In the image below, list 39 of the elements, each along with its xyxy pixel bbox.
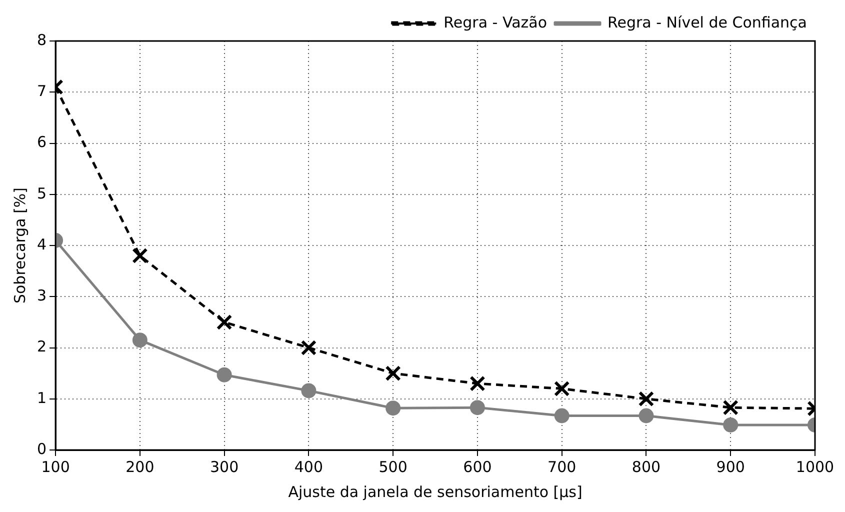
y-tick-label: 4 xyxy=(36,235,47,254)
legend-label: Regra - Vazão xyxy=(444,13,548,32)
point xyxy=(300,340,317,356)
point xyxy=(723,417,738,432)
x-tick-label: 700 xyxy=(548,458,576,476)
y-tick-label: 6 xyxy=(36,133,47,152)
x-tick-label: 100 xyxy=(41,458,70,476)
point xyxy=(470,400,485,416)
x-tick-label: 900 xyxy=(716,458,745,476)
point xyxy=(301,383,316,398)
y-tick-label: 8 xyxy=(36,30,47,49)
x-axis-title: Ajuste da janela de sensoriamento [µs] xyxy=(288,482,582,501)
x-tick-label: 300 xyxy=(210,458,239,476)
y-tick-label: 0 xyxy=(36,440,47,458)
y-tick-label: 2 xyxy=(36,338,47,356)
x-tick-label: 400 xyxy=(294,458,324,476)
point xyxy=(554,408,570,424)
x-tick-label: 800 xyxy=(632,458,661,476)
point xyxy=(470,376,486,392)
point xyxy=(385,365,401,382)
point xyxy=(722,400,738,416)
y-tick-label: 5 xyxy=(36,184,47,202)
y-tick-label: 7 xyxy=(36,82,47,100)
point xyxy=(132,332,148,348)
legend-label: Regra - Nível de Confiança xyxy=(608,13,808,32)
y-tick-label: 1 xyxy=(36,388,47,407)
y-axis-title: Sobrecarga [%] xyxy=(10,187,29,304)
x-tick-label: 1000 xyxy=(796,458,834,476)
y-tick-label: 3 xyxy=(36,286,47,305)
point xyxy=(638,408,654,424)
x-tick-label: 600 xyxy=(463,458,492,476)
point xyxy=(638,391,654,407)
point xyxy=(554,380,570,397)
point xyxy=(216,367,232,382)
x-tick-label: 200 xyxy=(126,458,154,476)
point xyxy=(216,314,232,330)
x-tick-label: 500 xyxy=(378,458,408,476)
point xyxy=(386,400,401,416)
point xyxy=(132,248,148,264)
